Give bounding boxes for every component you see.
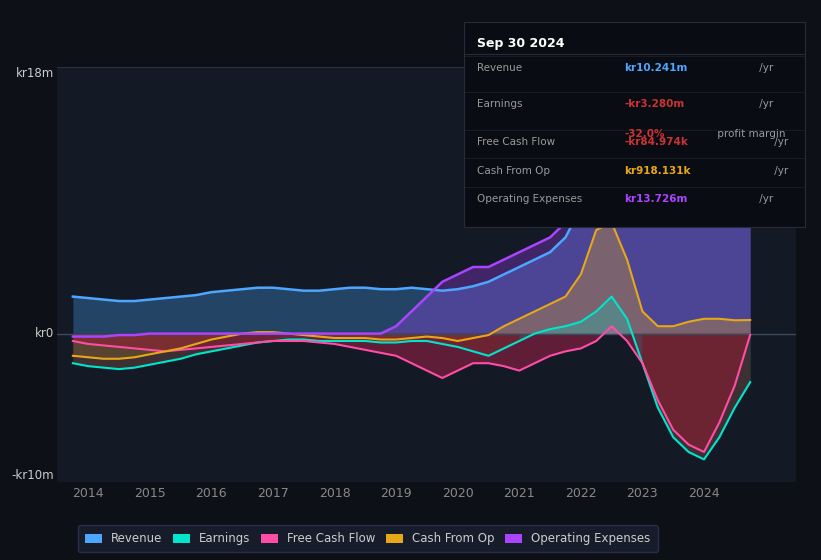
Text: -kr84.974k: -kr84.974k — [624, 137, 688, 147]
Text: /yr: /yr — [756, 99, 773, 109]
Text: Sep 30 2024: Sep 30 2024 — [478, 37, 565, 50]
Text: -kr10m: -kr10m — [11, 469, 54, 482]
Text: kr13.726m: kr13.726m — [624, 194, 687, 204]
Text: kr10.241m: kr10.241m — [624, 63, 687, 73]
Text: Revenue: Revenue — [478, 63, 523, 73]
Legend: Revenue, Earnings, Free Cash Flow, Cash From Op, Operating Expenses: Revenue, Earnings, Free Cash Flow, Cash … — [78, 525, 658, 552]
Text: -kr3.280m: -kr3.280m — [624, 99, 684, 109]
Text: /yr: /yr — [756, 63, 773, 73]
Text: /yr: /yr — [756, 194, 773, 204]
Text: -32.0%: -32.0% — [624, 129, 664, 139]
Text: Operating Expenses: Operating Expenses — [478, 194, 583, 204]
Text: kr918.131k: kr918.131k — [624, 166, 690, 176]
Text: Free Cash Flow: Free Cash Flow — [478, 137, 556, 147]
Text: profit margin: profit margin — [714, 129, 786, 139]
Text: Earnings: Earnings — [478, 99, 523, 109]
Text: kr0: kr0 — [34, 327, 54, 340]
Text: kr18m: kr18m — [16, 67, 54, 80]
Text: /yr: /yr — [770, 137, 788, 147]
Text: /yr: /yr — [770, 166, 788, 176]
Text: Cash From Op: Cash From Op — [478, 166, 551, 176]
